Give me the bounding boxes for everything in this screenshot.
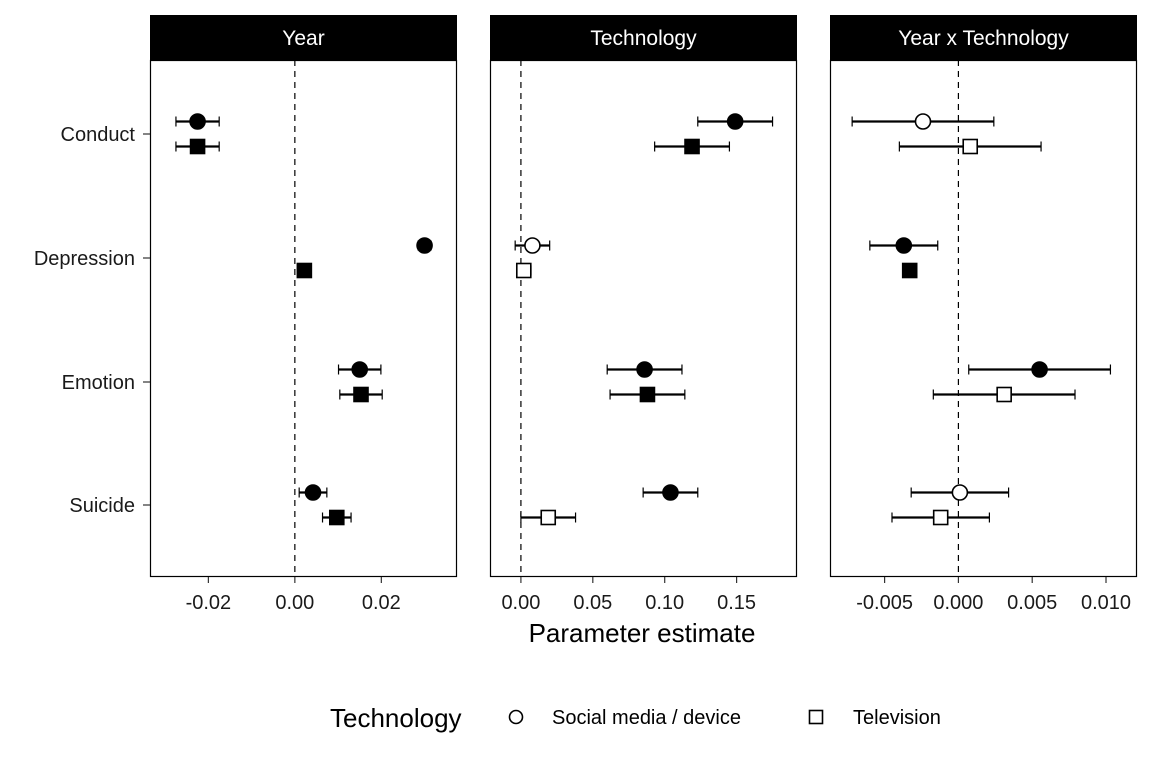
panel-title-year: Year xyxy=(282,27,324,50)
x-axis-title: Parameter estimate xyxy=(529,618,756,648)
panel-title-technology: Technology xyxy=(590,27,697,50)
legend-label-television: Television xyxy=(853,707,941,729)
point-year-x-technology-emotion-television xyxy=(996,386,1012,403)
point-technology-suicide-television xyxy=(540,509,557,526)
panel-technology: Technology 0.00 0.05 0.10 0.15 xyxy=(489,15,798,614)
x-tick-label: 0.00 xyxy=(501,592,540,614)
point-year-x-technology-conduct-television xyxy=(962,138,979,155)
x-tick-label: 0.00 xyxy=(275,592,314,614)
point-technology-depression-television xyxy=(515,262,532,279)
panel-strip-year-x-technology xyxy=(830,15,1137,60)
panel-border-year xyxy=(149,59,458,578)
point-year-x-technology-emotion-social-media-device xyxy=(1031,361,1048,378)
point-year-suicide-television xyxy=(328,509,345,526)
x-tick-label: -0.02 xyxy=(186,592,232,614)
point-year-x-technology-depression-social-media-device xyxy=(895,237,913,254)
x-tick-label: 0.010 xyxy=(1081,592,1131,614)
panel-border-year-x-technology xyxy=(829,59,1138,578)
x-tick-label: -0.005 xyxy=(856,592,913,614)
point-technology-conduct-television xyxy=(684,138,700,155)
point-year-suicide-social-media-device xyxy=(304,484,322,501)
point-technology-suicide-social-media-device xyxy=(662,484,679,501)
y-tick-label-depression: Depression xyxy=(34,248,135,270)
point-year-x-technology-depression-television xyxy=(901,262,918,279)
point-year-emotion-social-media-device xyxy=(351,361,369,378)
x-tick-label: 0.005 xyxy=(1007,592,1057,614)
panel-strip-technology xyxy=(490,15,797,60)
panel-year-x-technology: Year x Technology -0.005 0.000 0.005 0.010 xyxy=(829,15,1138,614)
panel-title-year-x-technology: Year x Technology xyxy=(898,27,1069,50)
legend-title: Technology xyxy=(330,703,462,733)
point-year-emotion-television xyxy=(353,386,369,403)
point-year-depression-social-media-device xyxy=(416,237,433,254)
x-tick-label: 0.05 xyxy=(573,592,612,614)
y-tick-label-emotion: Emotion xyxy=(62,372,135,394)
y-tick-label-conduct: Conduct xyxy=(61,124,136,146)
legend: Technology Social media / device Televis… xyxy=(330,703,941,733)
point-technology-emotion-television xyxy=(639,386,656,403)
point-technology-depression-social-media-device xyxy=(524,237,541,254)
point-technology-emotion-social-media-device xyxy=(636,361,653,378)
panel-border-technology xyxy=(489,59,798,578)
point-year-x-technology-suicide-television xyxy=(932,509,949,526)
point-year-x-technology-conduct-social-media-device xyxy=(914,113,932,130)
panel-year: Year -0.02 0.00 0.02 xyxy=(149,15,458,614)
point-year-x-technology-suicide-social-media-device xyxy=(951,484,969,501)
y-tick-label-suicide: Suicide xyxy=(69,495,135,517)
y-axis: Conduct Depression Emotion Suicide xyxy=(34,124,150,517)
point-year-conduct-social-media-device xyxy=(189,113,206,130)
x-tick-label: 0.02 xyxy=(362,592,401,614)
legend-square-icon xyxy=(808,709,824,725)
point-technology-conduct-social-media-device xyxy=(726,113,744,130)
point-year-depression-television xyxy=(296,262,313,279)
point-year-conduct-television xyxy=(189,138,206,155)
x-tick-label: 0.15 xyxy=(717,592,756,614)
panel-strip-year xyxy=(150,15,457,60)
legend-circle-icon xyxy=(508,709,524,725)
x-tick-label: 0.10 xyxy=(645,592,684,614)
facet-panels: Year -0.02 0.00 0.02 Technology 0.00 0.05 0.10 0… xyxy=(149,15,1138,614)
legend-label-social-media: Social media / device xyxy=(552,707,741,729)
x-tick-label: 0.000 xyxy=(933,592,983,614)
